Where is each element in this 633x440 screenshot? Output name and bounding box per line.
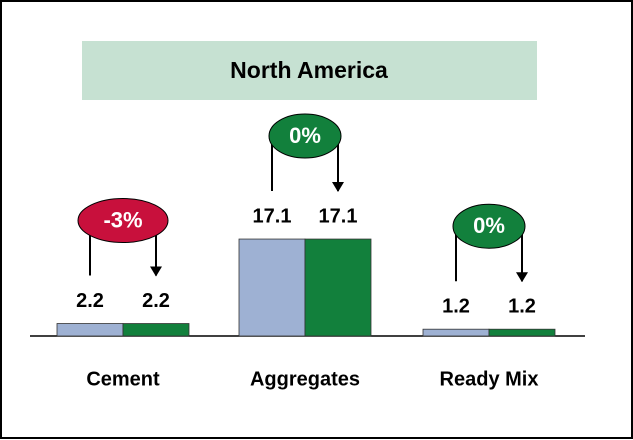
bar	[122, 323, 190, 337]
category-label: Cement	[86, 368, 160, 390]
bar	[304, 238, 372, 337]
value-label: 17.1	[319, 205, 358, 227]
value-label: 2.2	[142, 290, 170, 312]
change-label: -3%	[103, 207, 142, 232]
change-label: 0%	[473, 213, 505, 238]
bar	[422, 328, 490, 337]
bar	[238, 238, 306, 337]
change-badge	[268, 113, 342, 159]
chart-title: North America	[230, 57, 388, 83]
value-label: 1.2	[442, 295, 470, 317]
bar	[56, 323, 124, 337]
value-label: 17.1	[253, 205, 292, 227]
change-badge	[77, 198, 169, 244]
value-label: 1.2	[508, 295, 536, 317]
title-band	[82, 41, 537, 100]
change-label: 0%	[289, 123, 321, 148]
value-label: 2.2	[76, 290, 104, 312]
category-label: Ready Mix	[440, 368, 539, 390]
category-label: Aggregates	[250, 368, 360, 390]
change-badge	[452, 203, 526, 249]
bar	[488, 328, 556, 337]
